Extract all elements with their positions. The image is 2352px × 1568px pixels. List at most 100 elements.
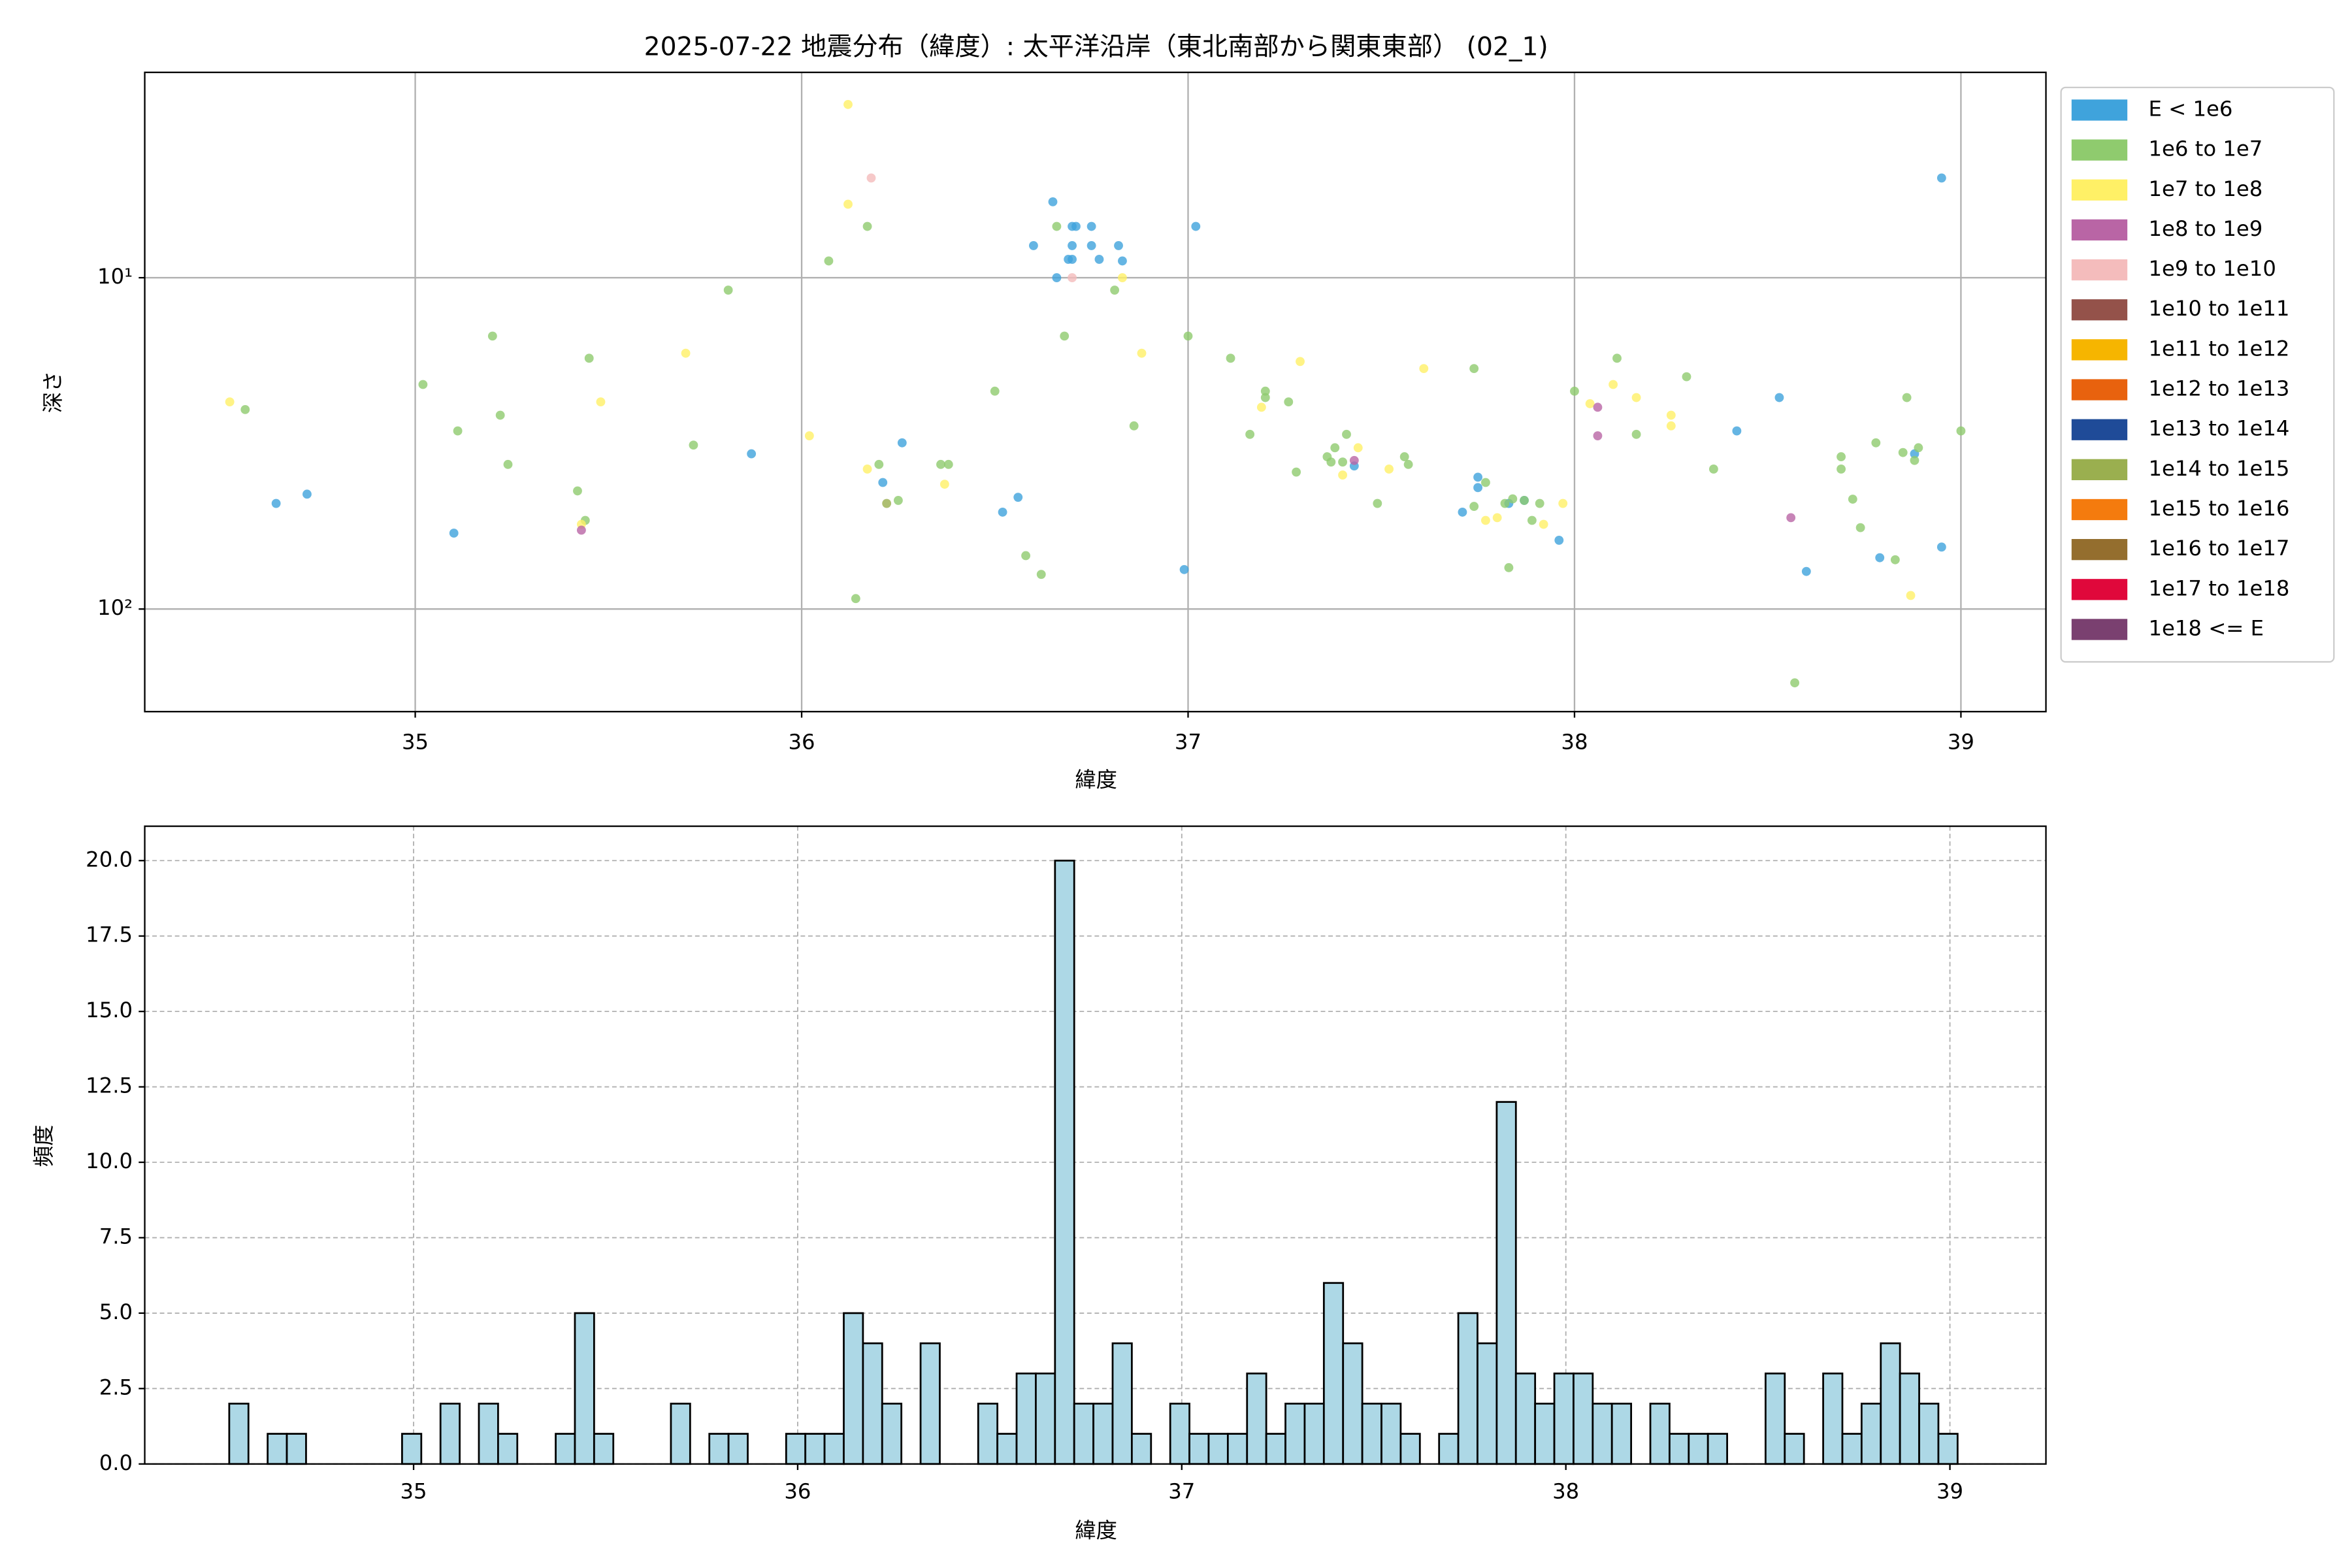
data-point <box>1330 443 1340 453</box>
histogram-bar <box>919 1342 941 1465</box>
legend-label: 1e11 to 1e12 <box>2148 336 2289 361</box>
histogram-bar <box>823 1433 845 1465</box>
data-point <box>936 459 945 469</box>
legend-swatch <box>2071 459 2128 480</box>
data-point <box>1118 273 1127 283</box>
histogram-bar <box>977 1403 999 1465</box>
data-point <box>1801 566 1811 576</box>
x-tick-label: 37 <box>1168 1479 1195 1504</box>
legend-swatch <box>2071 299 2128 321</box>
data-point <box>939 480 949 489</box>
data-point <box>1535 498 1544 508</box>
data-point <box>1480 478 1490 487</box>
data-point <box>1666 410 1676 420</box>
legend-label: 1e16 to 1e17 <box>2148 536 2289 561</box>
data-point <box>1848 495 1857 504</box>
data-point <box>1570 386 1579 396</box>
x-tick-label: 36 <box>788 730 815 755</box>
data-point <box>1373 498 1382 508</box>
histogram-bar <box>286 1433 307 1465</box>
histogram-bar <box>1669 1433 1690 1465</box>
data-point <box>302 489 312 499</box>
data-point <box>824 256 834 266</box>
histogram-bar <box>1342 1342 1364 1465</box>
x-tick-label: 37 <box>1175 730 1201 755</box>
histogram-bar <box>1707 1433 1728 1465</box>
histogram-bar <box>1131 1433 1152 1465</box>
data-point <box>1052 221 1062 231</box>
histogram-bar <box>1937 1433 1959 1465</box>
histogram-bar <box>401 1433 423 1465</box>
data-point <box>1021 551 1030 561</box>
legend-label: 1e6 to 1e7 <box>2148 137 2262 161</box>
histogram-bar <box>1649 1403 1671 1465</box>
legend-swatch <box>2071 539 2128 561</box>
data-point <box>681 348 691 358</box>
data-point <box>240 404 250 414</box>
histogram-bar <box>1860 1403 1882 1465</box>
data-point <box>1338 457 1347 467</box>
histogram-bar <box>1899 1372 1920 1465</box>
data-point <box>689 440 698 450</box>
legend-label: 1e18 <= E <box>2148 615 2264 640</box>
data-point <box>1609 380 1618 389</box>
histogram-bar <box>727 1433 749 1465</box>
data-point <box>1292 467 1301 477</box>
legend-label: 1e14 to 1e15 <box>2148 456 2289 481</box>
data-point <box>1500 498 1510 508</box>
histogram-bar <box>555 1433 576 1465</box>
data-point <box>878 478 888 487</box>
data-point <box>1284 397 1294 407</box>
data-point <box>576 525 586 535</box>
y-tick-label: 7.5 <box>99 1224 133 1249</box>
data-point <box>1558 498 1568 508</box>
data-point <box>1473 472 1483 482</box>
histogram-bar <box>228 1403 250 1465</box>
data-point <box>1028 241 1038 250</box>
histogram-bar <box>1573 1372 1594 1465</box>
data-point <box>1384 465 1394 474</box>
data-point <box>851 594 860 604</box>
histogram-bar <box>1688 1433 1709 1465</box>
data-point <box>897 438 907 448</box>
data-point <box>1492 513 1502 523</box>
histogram-bar <box>996 1433 1018 1465</box>
data-point <box>453 426 463 436</box>
histogram-bar <box>1054 859 1075 1465</box>
histogram-bar <box>1822 1372 1844 1465</box>
data-point <box>1068 241 1077 250</box>
data-point <box>271 498 281 508</box>
data-point <box>1060 331 1070 341</box>
histogram-bar <box>1784 1433 1805 1465</box>
data-point <box>882 498 892 508</box>
histogram-bar <box>670 1403 691 1465</box>
legend-label: 1e12 to 1e13 <box>2148 376 2289 401</box>
data-point <box>1527 515 1537 525</box>
data-point <box>998 507 1007 517</box>
y-tick-label: 2.5 <box>99 1375 133 1399</box>
y-tick-label: 10¹ <box>97 264 133 289</box>
data-point <box>1129 421 1139 431</box>
data-point <box>1593 431 1603 440</box>
data-point <box>1048 197 1058 206</box>
data-point <box>1631 429 1641 439</box>
histogram-bar <box>1015 1372 1037 1465</box>
data-point <box>1260 393 1270 402</box>
legend-label: 1e13 to 1e14 <box>2148 416 2289 441</box>
data-point <box>1245 429 1255 439</box>
data-point <box>1936 542 1946 552</box>
data-point <box>1118 256 1127 266</box>
histogram-bar <box>1226 1433 1249 1465</box>
data-point <box>1179 564 1189 574</box>
x-tick-label: 38 <box>1552 1479 1579 1504</box>
data-point <box>893 495 903 505</box>
data-point <box>449 529 459 538</box>
legend-label: 1e10 to 1e11 <box>2148 296 2289 321</box>
histogram-bar <box>785 1433 807 1465</box>
data-point <box>1338 470 1347 480</box>
y-tick-label: 10.0 <box>86 1149 133 1173</box>
histogram-bar <box>1303 1403 1325 1465</box>
legend-box <box>2060 86 2335 663</box>
x-axis-label: 緯度 <box>1075 767 1117 792</box>
legend-swatch <box>2071 139 2128 161</box>
